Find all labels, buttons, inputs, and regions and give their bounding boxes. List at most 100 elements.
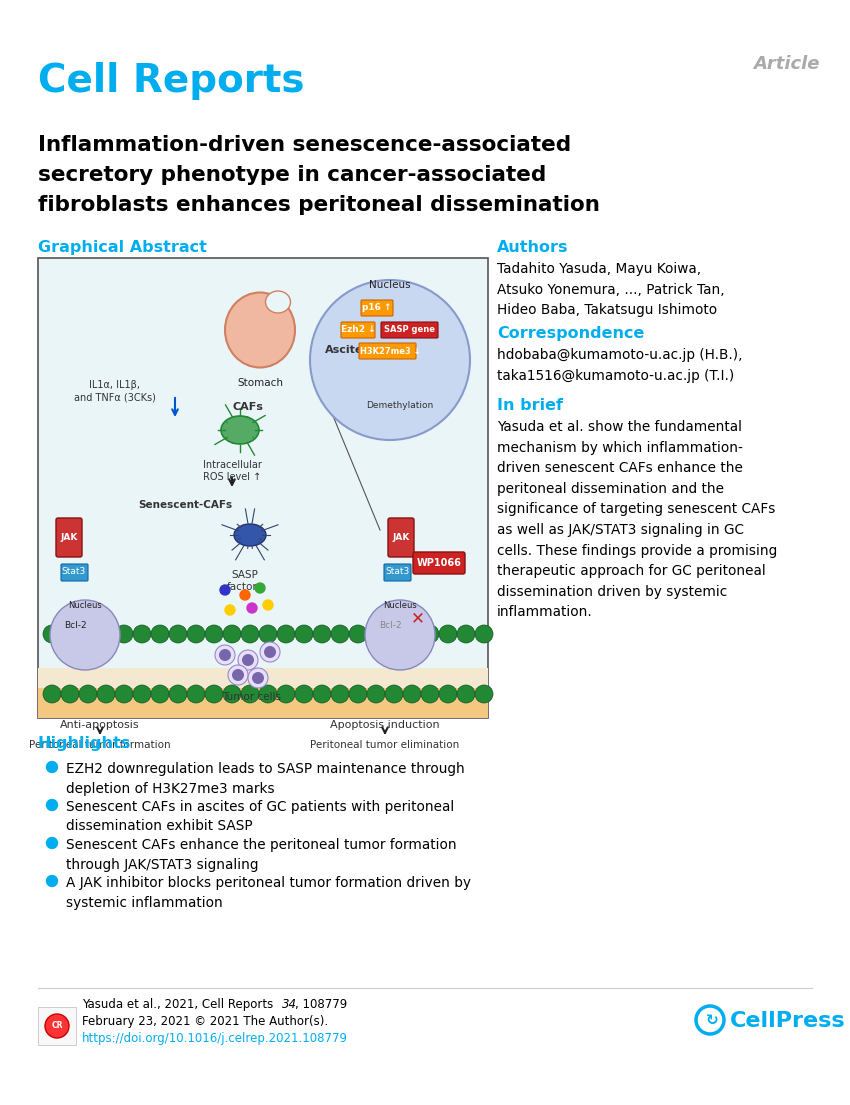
Text: A JAK inhibitor blocks peritoneal tumor formation driven by
systemic inflammatio: A JAK inhibitor blocks peritoneal tumor … xyxy=(66,876,471,909)
Circle shape xyxy=(79,625,97,643)
Circle shape xyxy=(421,685,439,703)
Circle shape xyxy=(403,625,421,643)
Circle shape xyxy=(225,606,235,615)
Circle shape xyxy=(223,625,241,643)
Text: Authors: Authors xyxy=(497,240,569,255)
Circle shape xyxy=(228,665,248,685)
Text: Yasuda et al., 2021, Cell Reports: Yasuda et al., 2021, Cell Reports xyxy=(82,998,277,1011)
Circle shape xyxy=(115,685,133,703)
Text: Anti-apoptosis: Anti-apoptosis xyxy=(60,720,139,730)
Circle shape xyxy=(133,685,151,703)
Circle shape xyxy=(403,685,421,703)
Circle shape xyxy=(260,642,280,662)
Text: , 108779: , 108779 xyxy=(295,998,348,1011)
Circle shape xyxy=(115,625,133,643)
Circle shape xyxy=(252,672,264,684)
Text: Senescent CAFs in ascites of GC patients with peritoneal
dissemination exhibit S: Senescent CAFs in ascites of GC patients… xyxy=(66,800,454,833)
Circle shape xyxy=(97,685,115,703)
Text: Tumor cells: Tumor cells xyxy=(223,692,281,702)
Circle shape xyxy=(385,625,403,643)
Text: Intracellular
ROS level ↑: Intracellular ROS level ↑ xyxy=(202,460,262,483)
Text: WP1066: WP1066 xyxy=(416,558,462,568)
Circle shape xyxy=(232,669,244,681)
Circle shape xyxy=(264,646,276,657)
Circle shape xyxy=(151,685,169,703)
Text: Apoptosis induction: Apoptosis induction xyxy=(330,720,439,730)
Text: Bcl-2: Bcl-2 xyxy=(379,621,401,630)
Circle shape xyxy=(169,625,187,643)
Circle shape xyxy=(367,685,385,703)
Circle shape xyxy=(50,600,120,670)
Circle shape xyxy=(457,625,475,643)
Text: Inflammation-driven senescence-associated: Inflammation-driven senescence-associate… xyxy=(38,135,571,155)
Circle shape xyxy=(457,685,475,703)
Circle shape xyxy=(187,685,205,703)
Circle shape xyxy=(248,669,268,688)
Circle shape xyxy=(367,625,385,643)
Circle shape xyxy=(295,625,313,643)
Text: Senescent CAFs enhance the peritoneal tumor formation
through JAK/STAT3 signalin: Senescent CAFs enhance the peritoneal tu… xyxy=(66,838,456,872)
Circle shape xyxy=(310,280,470,440)
Circle shape xyxy=(365,600,435,670)
Text: Demethylation: Demethylation xyxy=(366,400,434,410)
Text: hdobaba@kumamoto-u.ac.jp (H.B.),
taka1516@kumamoto-u.ac.jp (T.I.): hdobaba@kumamoto-u.ac.jp (H.B.), taka151… xyxy=(497,348,743,382)
FancyBboxPatch shape xyxy=(341,322,375,338)
Text: Senescent-CAFs: Senescent-CAFs xyxy=(138,499,232,511)
Text: SASP gene: SASP gene xyxy=(384,326,435,335)
Text: Cell Reports: Cell Reports xyxy=(38,62,304,99)
Text: Article: Article xyxy=(753,55,820,73)
Text: secretory phenotype in cancer-associated: secretory phenotype in cancer-associated xyxy=(38,165,547,185)
Circle shape xyxy=(349,685,367,703)
Text: 34: 34 xyxy=(282,998,297,1011)
Circle shape xyxy=(219,649,231,661)
Circle shape xyxy=(215,645,235,665)
Circle shape xyxy=(313,625,331,643)
Circle shape xyxy=(385,685,403,703)
Text: In brief: In brief xyxy=(497,398,563,413)
Text: Stat3: Stat3 xyxy=(386,568,410,577)
FancyBboxPatch shape xyxy=(361,299,393,316)
Ellipse shape xyxy=(265,291,291,313)
FancyBboxPatch shape xyxy=(61,564,88,581)
Circle shape xyxy=(220,585,230,594)
Circle shape xyxy=(475,685,493,703)
Circle shape xyxy=(223,685,241,703)
Text: Nucleus: Nucleus xyxy=(383,600,416,610)
Text: Correspondence: Correspondence xyxy=(497,326,644,341)
Circle shape xyxy=(439,685,457,703)
Text: Stat3: Stat3 xyxy=(62,568,86,577)
Circle shape xyxy=(259,685,277,703)
FancyBboxPatch shape xyxy=(359,343,416,359)
Circle shape xyxy=(238,650,258,670)
Text: H3K27me3 ↓: H3K27me3 ↓ xyxy=(360,347,420,356)
FancyBboxPatch shape xyxy=(384,564,411,581)
Circle shape xyxy=(313,685,331,703)
Ellipse shape xyxy=(225,293,295,368)
Circle shape xyxy=(241,625,259,643)
Text: CellPress: CellPress xyxy=(730,1011,846,1031)
Text: IL1α, IL1β,
and TNFα (3CKs): IL1α, IL1β, and TNFα (3CKs) xyxy=(74,380,156,402)
Text: Ascites: Ascites xyxy=(325,345,370,355)
Text: CR: CR xyxy=(51,1021,63,1031)
Circle shape xyxy=(439,625,457,643)
Text: Highlights: Highlights xyxy=(38,736,131,751)
Ellipse shape xyxy=(221,415,259,444)
Circle shape xyxy=(47,800,58,810)
Circle shape xyxy=(205,625,223,643)
Text: Ezh2 ↓: Ezh2 ↓ xyxy=(341,326,376,335)
Circle shape xyxy=(242,654,254,666)
Circle shape xyxy=(277,625,295,643)
Circle shape xyxy=(277,685,295,703)
Circle shape xyxy=(47,838,58,849)
Text: https://doi.org/10.1016/j.celrep.2021.108779: https://doi.org/10.1016/j.celrep.2021.10… xyxy=(82,1032,348,1045)
Text: ↻: ↻ xyxy=(706,1012,718,1028)
Circle shape xyxy=(331,625,349,643)
Text: SASP
factors: SASP factors xyxy=(227,570,264,592)
FancyBboxPatch shape xyxy=(56,518,82,557)
Circle shape xyxy=(263,600,273,610)
Circle shape xyxy=(187,625,205,643)
Text: Tadahito Yasuda, Mayu Koiwa,
Atsuko Yonemura, ..., Patrick Tan,
Hideo Baba, Taka: Tadahito Yasuda, Mayu Koiwa, Atsuko Yone… xyxy=(497,262,724,317)
Text: fibroblasts enhances peritoneal dissemination: fibroblasts enhances peritoneal dissemin… xyxy=(38,194,600,215)
Text: JAK: JAK xyxy=(393,533,410,541)
Circle shape xyxy=(43,625,61,643)
